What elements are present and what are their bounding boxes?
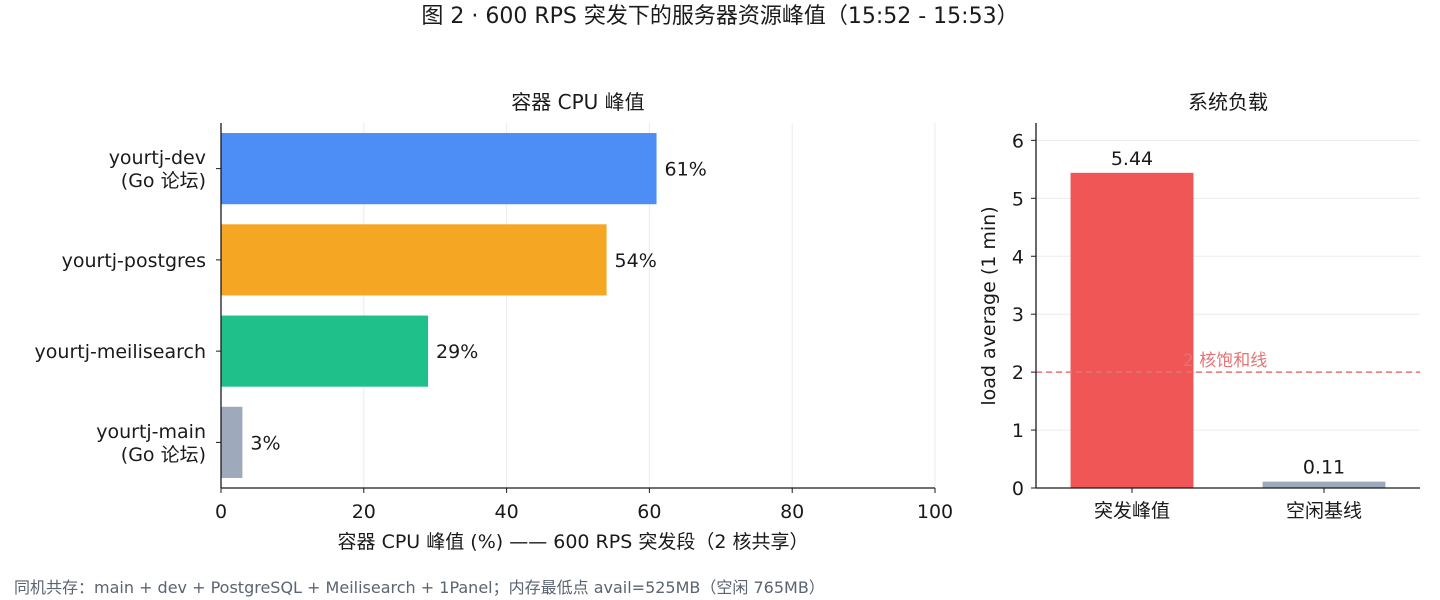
- cpu-category-label: (Go 论坛): [121, 444, 206, 466]
- load-reference-label: 2 核饱和线: [1183, 351, 1267, 371]
- cpu-bar: [221, 406, 243, 478]
- load-data-label: 0.11: [1303, 457, 1345, 479]
- cpu-bar: [221, 315, 429, 387]
- cpu-chart-title: 容器 CPU 峰值: [511, 90, 644, 114]
- cpu-x-tick-label: 100: [917, 501, 953, 523]
- load-bar: [1070, 172, 1194, 489]
- load-y-tick-label: 0: [1012, 478, 1024, 500]
- load-average-chart: 5.44 突发峰值 0.11 空闲基线 2 核饱和线 0 1 2 3 4 5 6 系统负载 load av…: [978, 90, 1420, 522]
- cpu-data-label: 29%: [436, 341, 478, 363]
- load-y-tick-label: 5: [1012, 188, 1024, 210]
- load-y-tick-label: 3: [1012, 304, 1024, 326]
- cpu-data-label: 54%: [615, 250, 657, 272]
- load-chart-title: 系统负载: [1188, 90, 1268, 114]
- cpu-data-label: 3%: [250, 432, 280, 454]
- cpu-x-axis-label: 容器 CPU 峰值 (%) —— 600 RPS 突发段（2 核共享）: [338, 531, 809, 553]
- load-data-label: 5.44: [1111, 148, 1153, 170]
- load-y-tick-label: 4: [1012, 246, 1024, 268]
- load-category-label: 空闲基线: [1286, 500, 1362, 522]
- load-bar: [1262, 481, 1386, 488]
- cpu-category-label: yourtj-meilisearch: [35, 341, 206, 363]
- cpu-category-label: yourtj-main: [96, 421, 206, 443]
- figure-title: 图 2 · 600 RPS 突发下的服务器资源峰值（15:52 - 15:53）: [421, 4, 1019, 29]
- load-y-tick-label: 2: [1012, 362, 1024, 384]
- cpu-x-tick-label: 40: [495, 501, 519, 523]
- cpu-category-label: yourtj-dev: [109, 147, 206, 169]
- cpu-peak-chart: 61%yourtj-dev(Go 论坛)54%yourtj-postgres29…: [35, 90, 954, 553]
- cpu-category-label: (Go 论坛): [121, 170, 206, 192]
- footnote: 同机共存：main + dev + PostgreSQL + Meilisear…: [14, 578, 825, 597]
- load-y-axis-label: load average (1 min): [978, 206, 1000, 405]
- cpu-bar: [221, 224, 607, 296]
- load-category-label: 突发峰值: [1094, 500, 1170, 522]
- load-y-tick-label: 1: [1012, 420, 1024, 442]
- cpu-x-tick-label: 0: [215, 501, 227, 523]
- cpu-x-tick-label: 80: [780, 501, 804, 523]
- load-y-tick-label: 6: [1012, 130, 1024, 152]
- cpu-bar: [221, 133, 657, 205]
- cpu-x-tick-label: 20: [352, 501, 376, 523]
- cpu-category-label: yourtj-postgres: [62, 250, 206, 272]
- cpu-x-tick-label: 60: [637, 501, 661, 523]
- cpu-data-label: 61%: [665, 159, 707, 181]
